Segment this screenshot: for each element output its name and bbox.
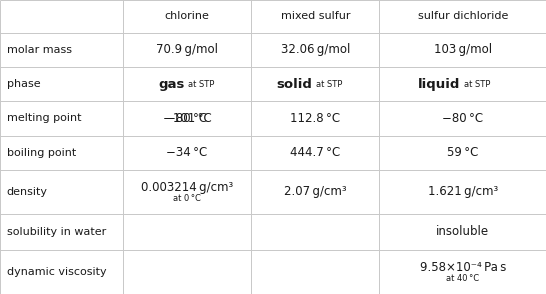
Text: 0.003214 g/cm³: 0.003214 g/cm³	[141, 181, 233, 194]
Text: 32.06 g/mol: 32.06 g/mol	[281, 43, 350, 56]
Text: chlorine: chlorine	[164, 11, 210, 21]
Text: −80 °C: −80 °C	[442, 112, 483, 125]
Text: mixed sulfur: mixed sulfur	[281, 11, 350, 21]
Text: solubility in water: solubility in water	[7, 227, 106, 237]
Text: 9.58×10⁻⁴ Pa s: 9.58×10⁻⁴ Pa s	[419, 261, 506, 274]
Text: at STP: at STP	[316, 81, 343, 89]
Text: 103 g/mol: 103 g/mol	[434, 43, 492, 56]
Text: liquid: liquid	[418, 78, 460, 91]
Text: at STP: at STP	[188, 81, 215, 89]
Text: 1.621 g/cm³: 1.621 g/cm³	[428, 186, 498, 198]
Text: at 40 °C: at 40 °C	[446, 274, 479, 283]
Text: gas: gas	[158, 78, 185, 91]
Text: 70.9 g/mol: 70.9 g/mol	[156, 43, 218, 56]
Text: density: density	[7, 187, 48, 197]
Text: phase: phase	[7, 79, 40, 89]
Text: 444.7 °C: 444.7 °C	[290, 146, 341, 159]
Text: at STP: at STP	[464, 81, 490, 89]
Text: sulfur dichloride: sulfur dichloride	[418, 11, 508, 21]
Text: molar mass: molar mass	[7, 45, 72, 55]
Text: insoluble: insoluble	[436, 225, 489, 238]
Text: 112.8 °C: 112.8 °C	[290, 112, 340, 125]
Text: −34 °C: −34 °C	[167, 146, 207, 159]
Text: solid: solid	[277, 78, 312, 91]
Text: −80 °C: −80 °C	[167, 112, 207, 125]
Text: 59 °C: 59 °C	[447, 146, 478, 159]
Text: melting point: melting point	[7, 113, 81, 123]
Text: dynamic viscosity: dynamic viscosity	[7, 267, 106, 277]
Text: boiling point: boiling point	[7, 148, 76, 158]
Text: at 0 °C: at 0 °C	[173, 194, 201, 203]
Text: 2.07 g/cm³: 2.07 g/cm³	[284, 186, 347, 198]
Text: −101 °C: −101 °C	[163, 112, 211, 125]
